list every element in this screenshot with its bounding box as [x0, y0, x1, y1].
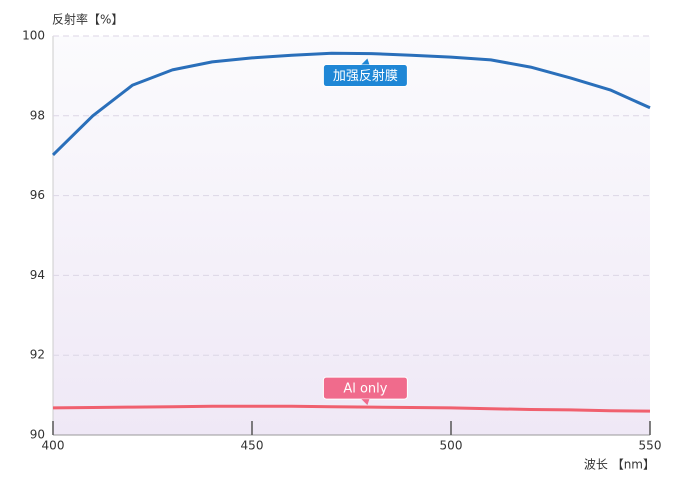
callout-tip — [361, 399, 370, 406]
line-series — [51, 51, 651, 156]
y-tick-label: 98 — [30, 108, 45, 122]
x-tick-label: 500 — [440, 439, 463, 453]
x-tick-label: 400 — [42, 439, 65, 453]
y-tick-label: 100 — [22, 29, 45, 43]
x-axis-label: 波长 【nm】 — [584, 458, 655, 472]
y-tick-label: 92 — [30, 348, 45, 362]
callout-tip — [361, 58, 370, 65]
series-callout: Al only — [322, 376, 408, 406]
series-callout: 加强反射膜 — [322, 58, 408, 88]
y-axis-label: 反射率【%】 — [52, 12, 123, 27]
y-tick-label: 90 — [30, 428, 45, 442]
x-tick-label: 450 — [241, 439, 264, 453]
x-tick-label: 550 — [639, 439, 662, 453]
line-series — [52, 404, 651, 413]
y-tick-label: 96 — [30, 188, 45, 202]
plot-area — [53, 36, 650, 435]
y-tick-label: 94 — [30, 268, 45, 282]
legend-label: Al only — [343, 382, 387, 397]
legend-label: 加强反射膜 — [333, 68, 398, 84]
